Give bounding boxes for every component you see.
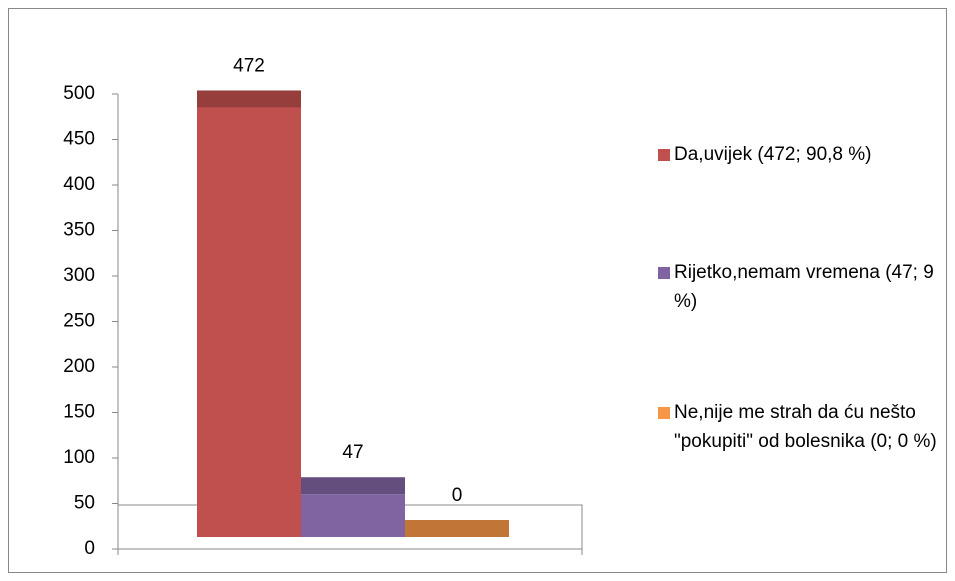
- legend-swatch: [658, 149, 670, 161]
- bar: [197, 107, 301, 537]
- y-tick-label: 200: [63, 356, 95, 377]
- y-tick-label: 350: [63, 220, 95, 241]
- y-tick-label: 150: [63, 402, 95, 423]
- y-tick-label: 50: [74, 493, 95, 514]
- data-label: 0: [452, 485, 463, 506]
- y-tick-label: 450: [63, 129, 95, 150]
- legend-swatch: [658, 407, 670, 419]
- data-label: 47: [342, 442, 363, 463]
- y-tick-label: 400: [63, 174, 95, 195]
- legend-label: Ne,nije me strah da ću nešto "pokupiti" …: [674, 402, 937, 452]
- legend-swatch: [658, 267, 670, 279]
- bar-top: [301, 477, 405, 495]
- legend-label: Rijetko,nemam vremena (47; 9 %): [674, 262, 934, 312]
- bar-top: [405, 520, 509, 537]
- data-label: 472: [233, 55, 265, 76]
- bar-top: [197, 90, 301, 108]
- legend-label: Da,uvijek (472; 90,8 %): [674, 144, 872, 165]
- chart-border: [8, 8, 947, 573]
- legend-entry: Ne,nije me strah da ću nešto "pokupiti" …: [658, 398, 954, 456]
- bar: [301, 494, 405, 537]
- y-tick-label: 300: [63, 265, 95, 286]
- legend-entry: Rijetko,nemam vremena (47; 9 %): [658, 258, 954, 316]
- y-tick-label: 0: [84, 538, 95, 559]
- y-tick-label: 250: [63, 311, 95, 332]
- legend-entry: Da,uvijek (472; 90,8 %): [658, 140, 954, 169]
- y-tick-label: 100: [63, 447, 95, 468]
- y-tick-label: 500: [63, 83, 95, 104]
